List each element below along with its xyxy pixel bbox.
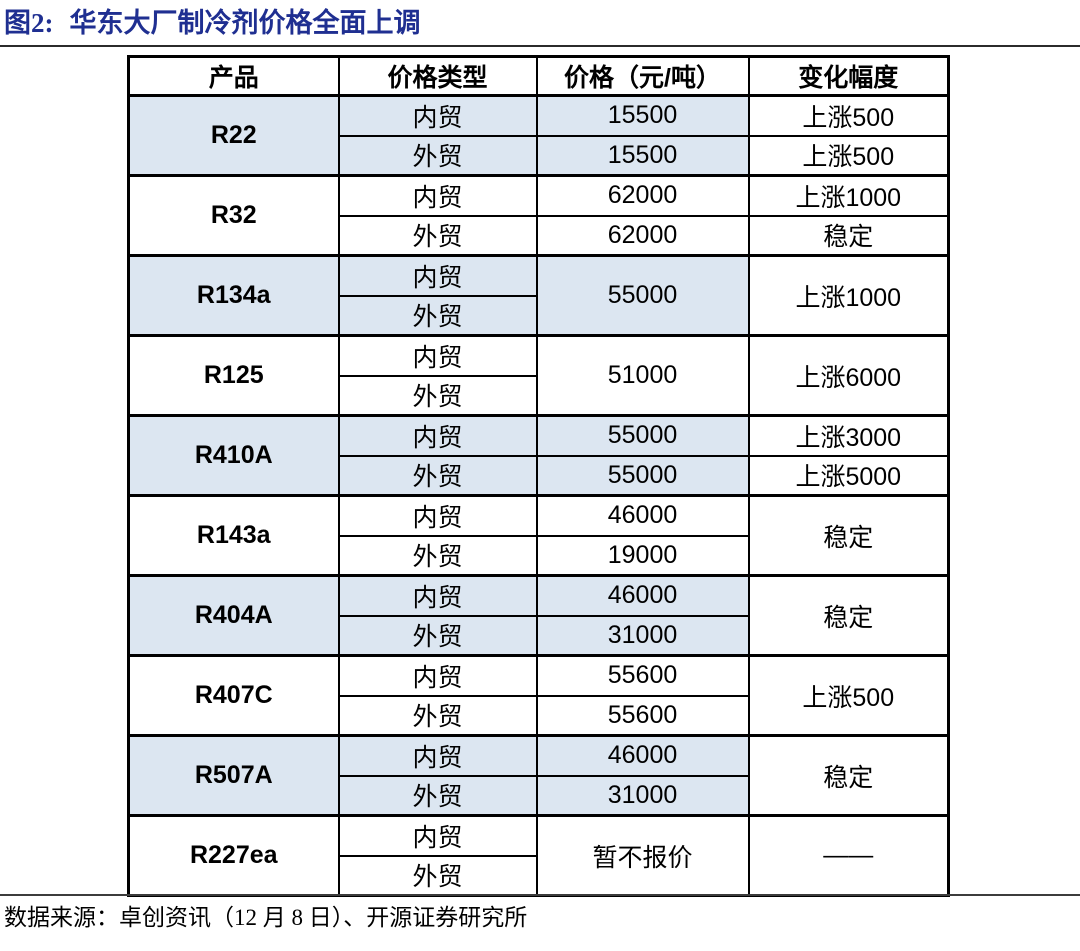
table-row: 外贸 55000 上涨5000	[129, 454, 950, 497]
price-type-cell: 内贸	[337, 574, 538, 617]
table-row: 外贸 31000	[129, 774, 949, 817]
table-row: R22 内贸 15500 上涨500	[127, 94, 950, 177]
table-row: R410A 内贸 55000 上涨3000	[127, 414, 950, 497]
price-cell: 55600	[535, 654, 750, 697]
table-row: 外贸	[129, 294, 949, 337]
change-cell: 上涨1000	[747, 174, 950, 217]
change-cell: 上涨500	[747, 94, 950, 137]
table-row: 外贸 55600	[129, 694, 949, 737]
price-type-cell: 内贸	[337, 94, 538, 137]
price-type-cell: 内贸	[337, 254, 538, 297]
change-cell: 稳定	[747, 494, 950, 577]
price-cell: 46000	[535, 574, 750, 617]
change-cell: 上涨3000	[747, 414, 950, 457]
table-row: R134a 内贸 55000 上涨1000	[127, 254, 950, 337]
table-row: 外贸	[129, 374, 949, 417]
change-cell: ——	[747, 814, 950, 897]
product-cell: R507A	[127, 734, 340, 817]
table-row: 外贸 15500 上涨500	[129, 134, 950, 177]
product-cell: R227ea	[127, 814, 340, 897]
product-cell: R407C	[127, 654, 340, 737]
header-row: 产品 价格类型 价格（元/吨） 变化幅度	[127, 55, 950, 97]
column-header-price-type: 价格类型	[337, 55, 538, 97]
price-cell: 55600	[535, 694, 750, 737]
price-type-cell: 内贸	[337, 414, 538, 457]
figure-title: 图2: 华东大厂制冷剂价格全面上调	[4, 7, 421, 40]
price-cell: 51000	[535, 334, 750, 417]
price-cell: 15500	[535, 134, 750, 177]
price-type-cell: 外贸	[337, 534, 538, 577]
product-cell: R143a	[127, 494, 340, 577]
price-cell: 31000	[535, 614, 750, 657]
price-type-cell: 外贸	[337, 854, 538, 897]
table-row: R407C 内贸 55600 上涨500	[127, 654, 950, 737]
change-cell: 稳定	[747, 574, 950, 657]
price-cell: 19000	[535, 534, 750, 577]
figure-title-text: 华东大厂制冷剂价格全面上调	[69, 8, 421, 38]
price-cell: 55000	[535, 454, 750, 497]
change-cell: 上涨500	[747, 134, 950, 177]
table-row: R125 内贸 51000 上涨6000	[127, 334, 950, 417]
column-header-price: 价格（元/吨）	[535, 55, 750, 97]
table-row: 外贸 62000 稳定	[129, 214, 950, 257]
footer-divider	[0, 894, 1080, 896]
table-row: 外贸	[129, 854, 949, 897]
price-cell: 55000	[535, 254, 750, 337]
price-type-cell: 外贸	[337, 214, 538, 257]
price-type-cell: 内贸	[337, 174, 538, 217]
product-cell: R32	[127, 174, 340, 257]
price-type-cell: 内贸	[337, 814, 538, 857]
product-cell: R22	[127, 94, 340, 177]
data-source: 数据来源：卓创资讯（12 月 8 日）、开源证券研究所	[4, 903, 527, 933]
table-row: R507A 内贸 46000 稳定	[127, 734, 950, 817]
price-cell: 46000	[535, 494, 750, 537]
change-cell: 上涨1000	[747, 254, 950, 337]
column-header-change: 变化幅度	[747, 55, 950, 97]
price-cell: 31000	[535, 774, 750, 817]
data-source-text: 卓创资讯（12 月 8 日）、开源证券研究所	[119, 905, 528, 930]
figure-label: 图2:	[4, 8, 54, 38]
price-type-cell: 内贸	[337, 734, 538, 777]
price-type-cell: 外贸	[337, 774, 538, 817]
table-row: R143a 内贸 46000 稳定	[127, 494, 950, 577]
table-row: R404A 内贸 46000 稳定	[127, 574, 950, 657]
change-cell: 上涨6000	[747, 334, 950, 417]
refrigerant-price-table: 产品 价格类型 价格（元/吨） 变化幅度 R22 内贸 15500 上涨500 …	[127, 55, 950, 897]
product-cell: R404A	[127, 574, 340, 657]
table-row: R32 内贸 62000 上涨1000	[127, 174, 950, 257]
price-type-cell: 内贸	[337, 494, 538, 537]
title-divider	[0, 45, 1080, 47]
change-cell: 上涨500	[747, 654, 950, 737]
change-cell: 稳定	[747, 214, 950, 257]
price-type-cell: 外贸	[337, 294, 538, 337]
column-header-product: 产品	[127, 55, 340, 97]
table-row: 外贸 31000	[129, 614, 949, 657]
price-cell: 暂不报价	[535, 814, 750, 897]
price-type-cell: 内贸	[337, 654, 538, 697]
product-cell: R410A	[127, 414, 340, 497]
change-cell: 上涨5000	[747, 454, 950, 497]
change-cell: 稳定	[747, 734, 950, 817]
price-cell: 46000	[535, 734, 750, 777]
price-type-cell: 外贸	[337, 134, 538, 177]
price-cell: 55000	[535, 414, 750, 457]
product-cell: R125	[127, 334, 340, 417]
table-row: R227ea 内贸 暂不报价 ——	[127, 814, 950, 897]
price-type-cell: 外贸	[337, 374, 538, 417]
table-row: 外贸 19000	[129, 534, 949, 577]
product-cell: R134a	[127, 254, 340, 337]
price-type-cell: 内贸	[337, 334, 538, 377]
data-source-label: 数据来源：	[4, 905, 119, 930]
price-cell: 15500	[535, 94, 750, 137]
price-cell: 62000	[535, 174, 750, 217]
price-type-cell: 外贸	[337, 614, 538, 657]
price-type-cell: 外贸	[337, 694, 538, 737]
price-type-cell: 外贸	[337, 454, 538, 497]
price-cell: 62000	[535, 214, 750, 257]
